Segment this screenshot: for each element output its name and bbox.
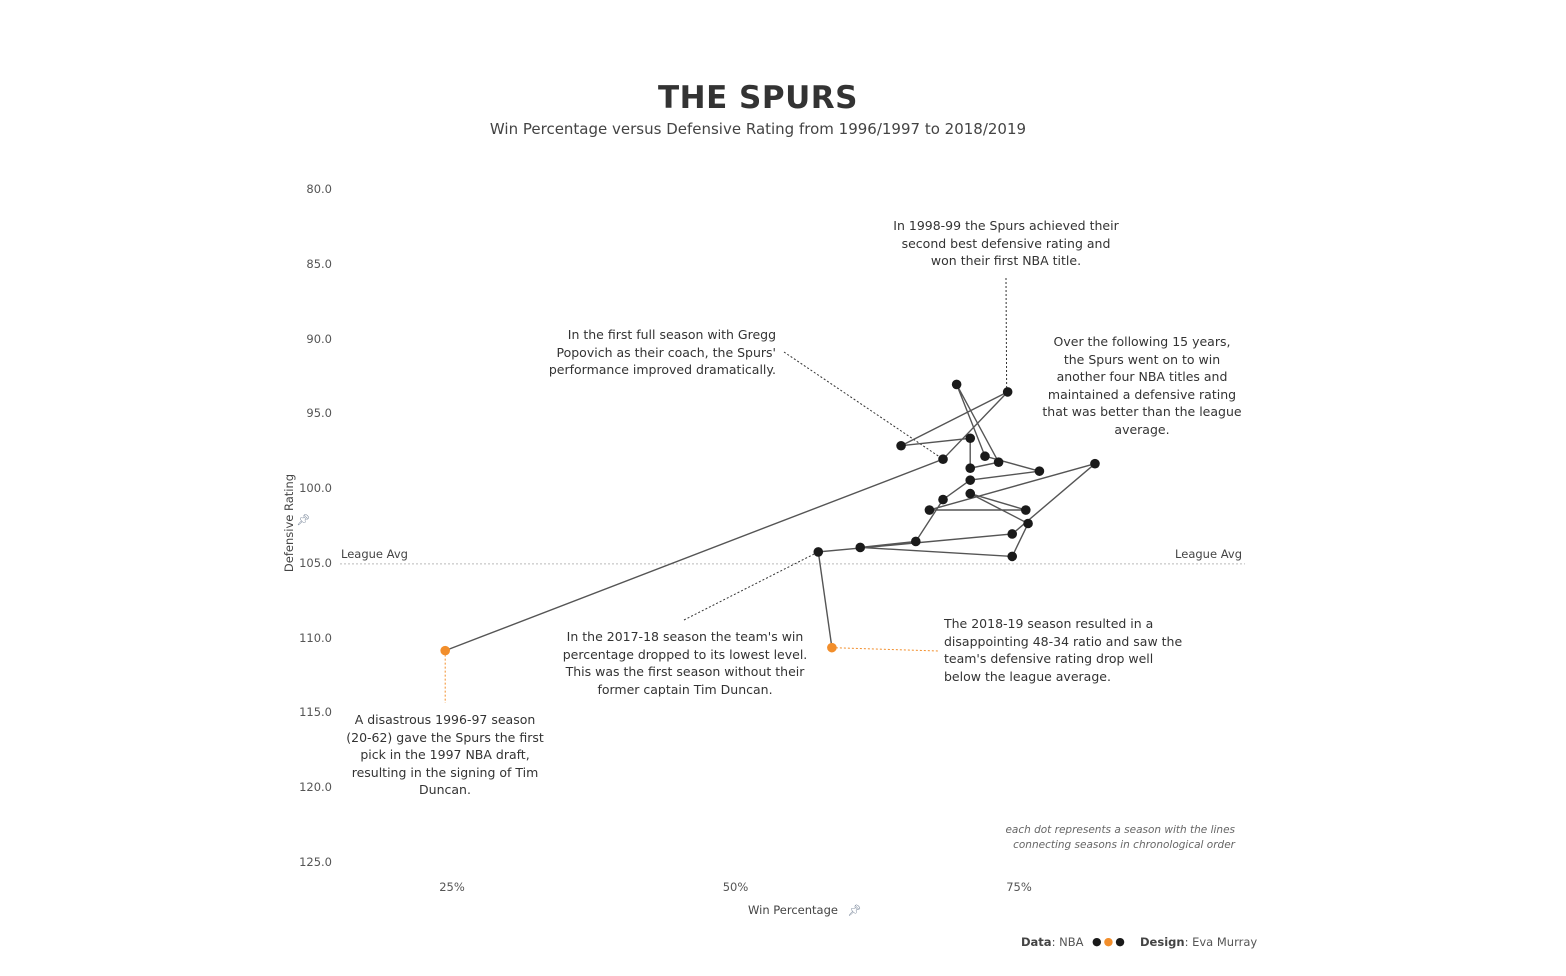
annotation-line: average. [1114,421,1170,437]
y-tick-label: 120.0 [299,780,332,795]
annotation-line: another four NBA titles and [1056,369,1228,384]
annotation-2017-18: In the 2017-18 season the team's win perc… [560,628,810,698]
page-title: THE SPURS [658,80,858,116]
annotation-line: A disastrous 1996-97 season [354,712,536,727]
x-tick-label: 75% [1006,880,1032,894]
y-tick-label: 105.0 [299,555,332,570]
page-subtitle: Win Percentage versus Defensive Rating f… [489,120,1027,138]
annotation-line: maintained a defensive rating [1047,386,1237,402]
footer-design-credit: Design: Eva Murray [1140,935,1258,949]
season-point-1998-99[interactable] [1002,387,1013,397]
footnote-line: connecting seasons in chronological orde… [1013,839,1235,851]
annotation-line: that was better than the league [1042,404,1242,419]
annotation-1997-98: In the first full season with Gregg Popov… [540,326,776,379]
annotation-line: pick in the 1997 NBA draft, [360,747,530,762]
season-trajectory-line [444,384,1096,652]
y-tick-label: 110.0 [299,630,332,645]
y-tick-label: 80.0 [306,182,332,196]
x-tick-label: 25% [439,880,465,894]
footnote-line: each dot represents a season with the li… [1005,824,1235,836]
annotation-line: below the league average. [944,668,1111,684]
annotation-line: In the 2017-18 season the team's win [566,629,804,644]
annotation-line: Duncan. [419,782,471,797]
footer-data-value: NBA [1059,935,1084,949]
season-point-2012-13[interactable] [965,488,976,499]
annotation-line: The 2018-19 season resulted in a [944,616,1154,631]
annotation-1998-99: In 1998-99 the Spurs achieved their secon… [886,217,1126,270]
season-points [440,379,1100,656]
season-point-2001-02[interactable] [965,463,976,473]
season-point-2002-03[interactable] [993,457,1004,467]
x-axis-title-text: Win Percentage [748,903,838,917]
annotation-15-years: Over the following 15 years, the Spurs we… [1042,333,1242,438]
y-tick-label: 90.0 [306,331,332,346]
season-point-2000-01[interactable] [965,433,976,444]
season-point-1999-00[interactable] [896,440,906,451]
y-axis-title: Defensive Rating 📌︎ [282,468,310,578]
league-avg-label-right: League Avg [1175,547,1242,561]
annotation-line: Popovich as their coach, the Spurs' [556,344,777,360]
season-point-2007-08[interactable] [938,494,948,505]
annotation-line: second best defensive rating and [901,235,1111,251]
dots-icon: ●●● [1092,935,1127,948]
annotation-line: In the first full season with Gregg [567,327,776,342]
annotation-1996-97: A disastrous 1996-97 season (20-62) gave … [340,711,550,799]
season-point-2015-16[interactable] [1090,458,1100,469]
annotation-line: team's defensive rating drop well [944,651,1154,666]
season-point-2014-15[interactable] [924,505,935,515]
y-tick-label: 115.0 [299,705,332,720]
annotation-line: performance improved dramatically. [548,362,776,377]
season-point-2018-19[interactable] [827,642,837,653]
y-tick-label: 125.0 [299,855,332,869]
annotation-2018-19: The 2018-19 season resulted in a disappoi… [944,615,1194,685]
y-axis-title-text: Defensive Rating [282,473,296,573]
season-point-1996-97[interactable] [440,645,450,656]
season-point-2009-10[interactable] [855,542,866,553]
season-point-2011-12[interactable] [1023,518,1033,529]
footer-data-credit: Data: NBA [1021,935,1084,949]
annotation-line: former captain Tim Duncan. [597,681,773,697]
x-tick-label: 50% [722,880,749,894]
season-point-2017-18[interactable] [813,547,824,557]
annotation-line: This was the first season without their [565,664,805,679]
y-tick-label: 100.0 [299,481,332,496]
annotation-line: (20-62) gave the Spurs the first [346,729,544,745]
season-point-2004-05[interactable] [980,451,990,462]
annotation-line: disappointing 48-34 ratio and saw the [944,633,1183,649]
pin-icon[interactable]: 📌︎ [296,513,311,527]
annotation-line: Over the following 15 years, [1053,334,1231,349]
season-point-2006-07[interactable] [965,475,976,485]
annotation-line: percentage dropped to its lowest level. [562,646,808,662]
annotation-line: the Spurs went on to win [1063,351,1221,367]
season-point-2003-04[interactable] [951,379,962,390]
y-tick-label: 95.0 [306,406,332,421]
annotation-line: resulting in the signing of Tim [351,764,539,780]
leader-2017-18 [683,551,819,621]
x-axis-title: Win Percentage 📌︎ [748,903,862,917]
season-point-2016-17[interactable] [1007,529,1017,539]
y-tick-label: 85.0 [306,256,332,271]
leader-2018-19 [831,647,939,652]
footer-design-label: Design [1140,935,1185,949]
annotation-leaders [444,277,1008,703]
chart-footnote: each dot represents a season with the li… [980,823,1235,853]
league-avg-label-left: League Avg [341,547,408,561]
leader-1998-99 [1005,277,1008,392]
season-point-2005-06[interactable] [1034,466,1045,476]
season-point-2010-11[interactable] [1007,551,1017,562]
season-point-2013-14[interactable] [1021,505,1031,515]
footer-data-label: Data [1021,935,1052,949]
pin-icon[interactable]: 📌︎ [847,904,862,917]
season-point-2008-09[interactable] [911,536,921,547]
annotation-line: won their first NBA title. [930,253,1082,268]
footer-design-value: Eva Murray [1192,935,1258,949]
annotation-line: In 1998-99 the Spurs achieved their [893,218,1119,233]
season-point-1997-98[interactable] [938,454,948,465]
